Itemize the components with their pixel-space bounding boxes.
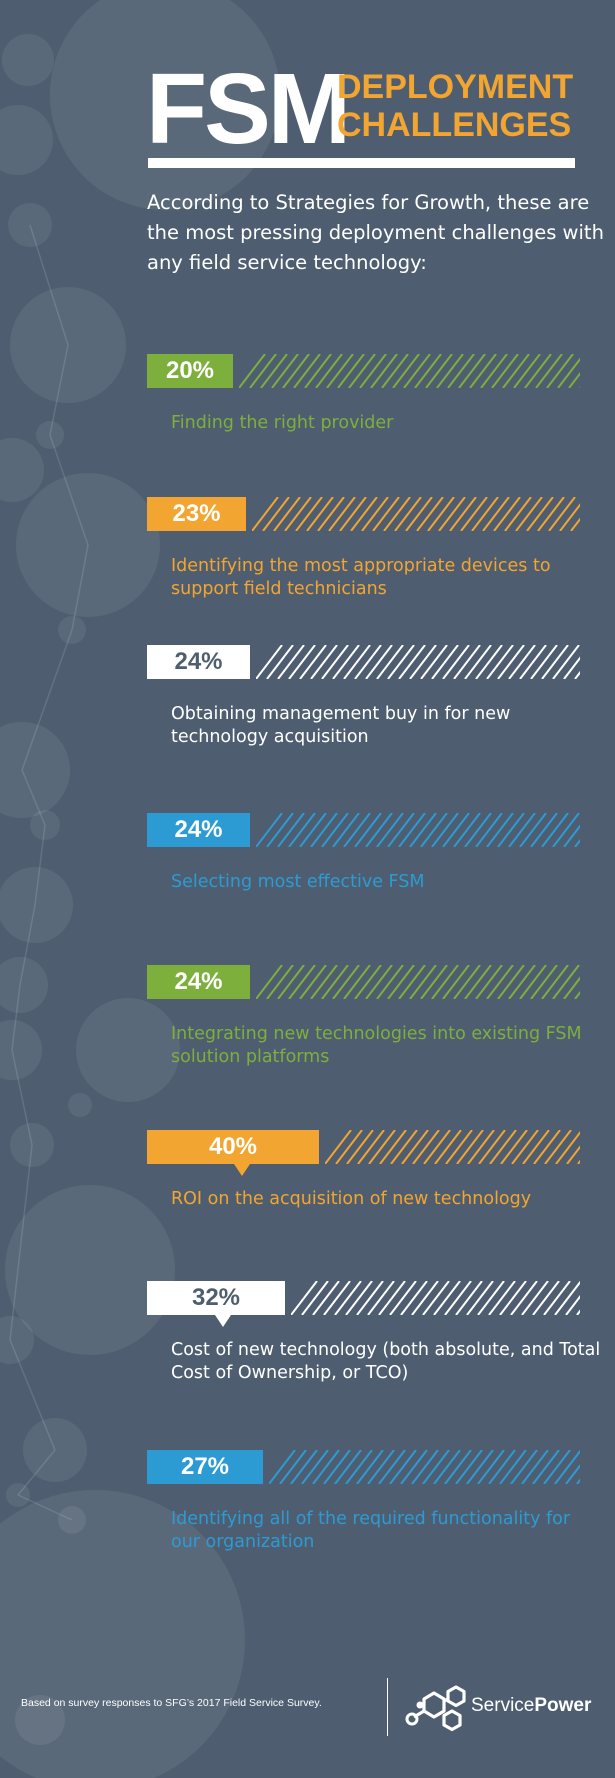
bar-remainder-hatch (256, 645, 580, 679)
bar-remainder-hatch (239, 354, 580, 388)
percent-bar: 24% (147, 813, 250, 847)
connector-line (71, 544, 89, 631)
bubble-decoration (15, 1695, 65, 1745)
bubble-decoration (2, 34, 54, 86)
challenge-label: Obtaining management buy in for new tech… (171, 704, 511, 747)
bar-remainder-hatch (256, 813, 580, 847)
connector-line (11, 1049, 33, 1146)
title-underline (148, 158, 575, 168)
bubble-decoration (10, 287, 126, 403)
bubble-decoration (50, 0, 280, 210)
bubble-decoration (0, 957, 48, 1013)
bubble-decoration (0, 1316, 34, 1364)
bubble-decoration (0, 1490, 245, 1778)
percent-bar: 27% (147, 1450, 263, 1484)
bubble-decoration (30, 810, 60, 840)
challenge-label: Finding the right provider (171, 413, 394, 433)
connector-line (34, 824, 46, 906)
connector-line (9, 1144, 33, 1341)
connector-line (19, 904, 36, 986)
connector-line (49, 344, 69, 436)
title-line-challenges: CHALLENGES (337, 106, 572, 144)
bar-remainder-hatch (325, 1130, 580, 1164)
connector-line (17, 1494, 73, 1521)
intro-text: According to Strategies for Growth, thes… (147, 191, 604, 274)
challenge-label: Identifying all of the required function… (171, 1509, 571, 1552)
bubble-decoration (0, 867, 73, 943)
challenge-label: Cost of new technology (both absolute, a… (171, 1340, 601, 1383)
bubble-decoration (10, 1123, 54, 1167)
bubble-decoration (58, 1506, 86, 1534)
connector-line (11, 984, 21, 1051)
bubble-decoration (23, 1418, 87, 1482)
connector-line (29, 224, 69, 346)
bubble-decoration (8, 203, 52, 247)
challenge-label: Selecting most effective FSM (171, 872, 425, 892)
bubble-decoration (16, 473, 160, 617)
connector-line (17, 1449, 56, 1496)
title-subtitle: DEPLOYMENT CHALLENGES (337, 68, 573, 144)
bubble-decoration (0, 105, 53, 175)
bubble-decoration (0, 1020, 42, 1080)
connector-line (9, 1339, 56, 1451)
footer-divider (387, 1678, 388, 1736)
bar-pointer (215, 1315, 231, 1327)
logo-text-service: Service (471, 1695, 535, 1716)
challenge-label: Integrating new technologies into existi… (171, 1024, 582, 1067)
bubble-decoration (68, 1093, 92, 1117)
title-fsm: FSM (146, 53, 351, 165)
connector-line (49, 434, 89, 546)
bubble-decoration (36, 421, 64, 449)
challenge-label: ROI on the acquisition of new technology (171, 1189, 532, 1209)
bar-remainder-hatch (291, 1281, 580, 1315)
bubble-decoration (58, 616, 86, 644)
bar-remainder-hatch (256, 965, 580, 999)
percent-bar: 23% (147, 497, 246, 531)
percent-bar: 20% (147, 354, 233, 388)
bar-remainder-hatch (252, 497, 580, 531)
bubble-decoration (76, 998, 180, 1102)
servicepower-logo-text: ServicePower (471, 1695, 591, 1717)
bubble-decoration (0, 722, 70, 818)
bar-remainder-hatch (269, 1450, 580, 1484)
connector-line (21, 769, 46, 826)
servicepower-logo-icon (405, 1685, 466, 1732)
percent-bar: 24% (147, 965, 250, 999)
logo-text-power: Power (534, 1695, 592, 1716)
bubble-decoration (0, 438, 44, 502)
challenge-label: Identifying the most appropriate devices… (171, 556, 551, 599)
bubble-decoration (6, 1483, 30, 1507)
bar-pointer (234, 1164, 250, 1176)
bubble-decoration (5, 1185, 175, 1355)
percent-bar: 40% (147, 1130, 319, 1164)
percent-bar: 32% (147, 1281, 285, 1315)
percent-bar: 24% (147, 645, 250, 679)
footnote: Based on survey responses to SFG’s 2017 … (21, 1697, 322, 1709)
title-line-deployment: DEPLOYMENT (337, 68, 574, 106)
connector-line (21, 629, 73, 771)
